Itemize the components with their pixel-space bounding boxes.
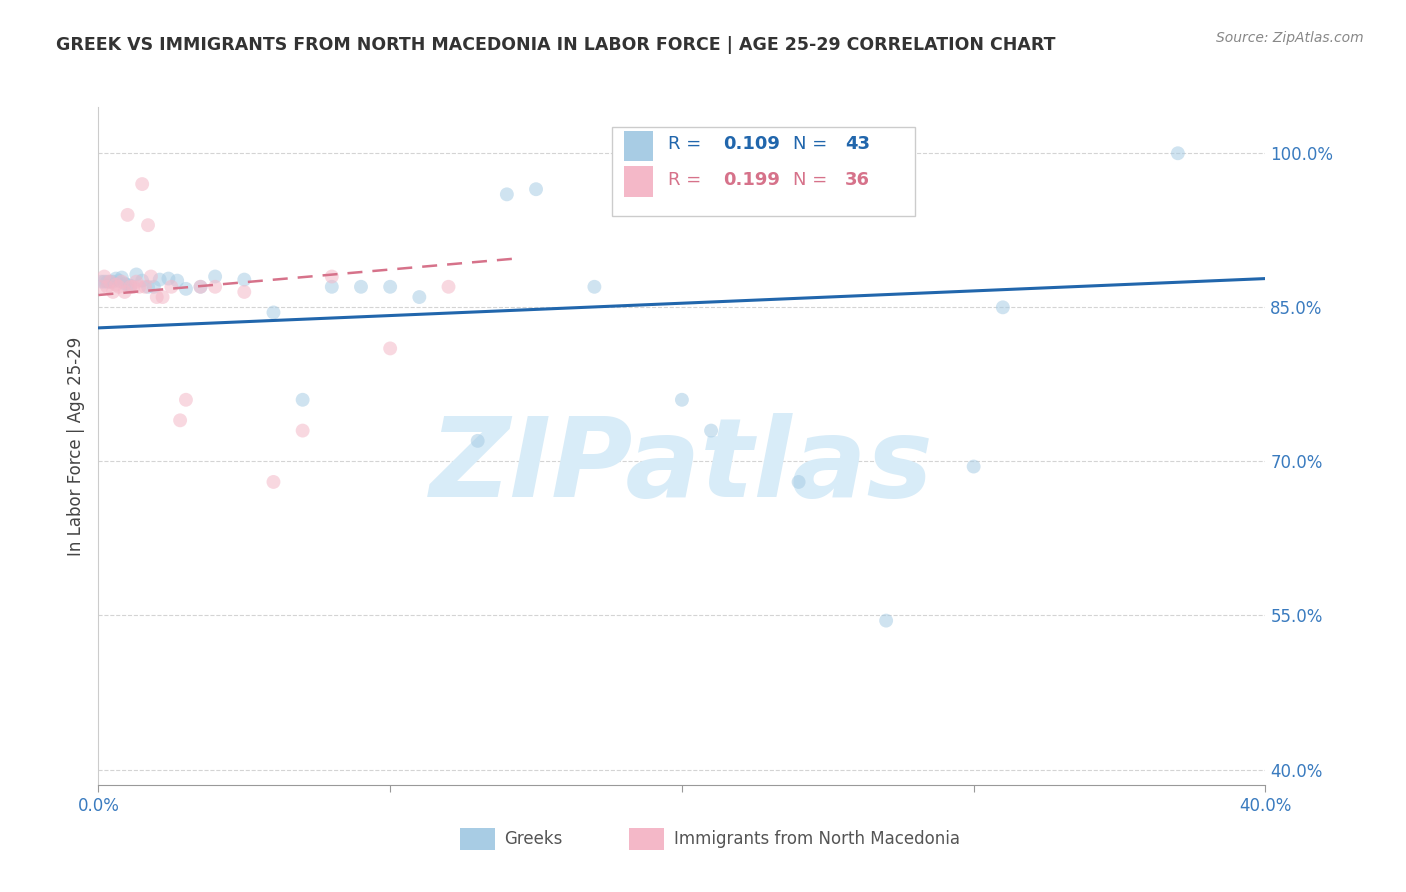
Bar (624, 131, 652, 161)
Point (190, 280, 212, 294)
Point (120, 278, 142, 293)
Text: 43: 43 (845, 136, 870, 153)
Point (98, 275, 121, 289)
Point (125, 275, 148, 289)
Point (111, 270, 134, 285)
Point (128, 280, 150, 294)
Bar (460, 829, 495, 850)
Point (174, 282, 197, 296)
Text: Greeks: Greeks (505, 830, 562, 848)
Bar (630, 829, 665, 850)
Point (114, 277, 136, 291)
Point (160, 280, 183, 294)
Point (700, 424, 723, 438)
Point (96, 275, 118, 289)
Point (962, 459, 984, 474)
Point (262, 305, 284, 319)
Point (136, 218, 159, 232)
Point (291, 392, 314, 407)
Point (321, 269, 343, 284)
Point (142, 280, 165, 294)
FancyBboxPatch shape (612, 128, 915, 216)
Point (149, 272, 172, 286)
Point (134, 280, 156, 294)
Point (131, 274, 153, 288)
Text: Immigrants from North Macedonia: Immigrants from North Macedonia (673, 830, 960, 848)
Point (291, 424, 314, 438)
Point (204, 269, 226, 284)
Point (125, 268, 148, 282)
Point (190, 280, 212, 294)
Point (380, 342, 402, 356)
Point (204, 280, 226, 294)
Point (157, 271, 180, 285)
Point (583, 280, 606, 294)
Point (101, 275, 124, 289)
Point (136, 280, 159, 294)
Point (233, 285, 256, 299)
Point (524, 182, 547, 196)
Point (114, 285, 136, 299)
Point (122, 280, 145, 294)
Text: 0.199: 0.199 (723, 170, 780, 188)
Point (101, 285, 124, 299)
Text: GREEK VS IMMIGRANTS FROM NORTH MACEDONIA IN LABOR FORCE | AGE 25-29 CORRELATION : GREEK VS IMMIGRANTS FROM NORTH MACEDONIA… (56, 36, 1056, 54)
Point (96, 280, 118, 294)
Point (93, 269, 115, 284)
Point (408, 290, 430, 304)
Point (262, 475, 284, 489)
Point (166, 274, 188, 288)
Point (437, 280, 460, 294)
Text: R =: R = (668, 170, 707, 188)
Point (139, 269, 162, 284)
Point (233, 272, 256, 286)
Point (131, 177, 153, 191)
Point (104, 271, 127, 285)
Point (350, 280, 373, 294)
Point (120, 280, 142, 294)
Point (117, 208, 139, 222)
Point (321, 280, 343, 294)
Point (169, 413, 191, 427)
Point (93, 275, 115, 289)
Text: 36: 36 (845, 170, 870, 188)
Point (98, 275, 121, 289)
Point (108, 280, 131, 294)
Point (496, 187, 519, 202)
Point (380, 280, 402, 294)
Point (174, 392, 197, 407)
Text: 0.109: 0.109 (723, 136, 780, 153)
Point (108, 274, 131, 288)
Y-axis label: In Labor Force | Age 25-29: In Labor Force | Age 25-29 (66, 336, 84, 556)
Bar (624, 166, 652, 196)
Point (146, 290, 169, 304)
Text: ZIPatlas: ZIPatlas (430, 413, 934, 520)
Point (787, 475, 810, 489)
Text: R =: R = (668, 136, 707, 153)
Text: Source: ZipAtlas.com: Source: ZipAtlas.com (1216, 31, 1364, 45)
Text: N =: N = (793, 170, 832, 188)
Point (111, 275, 134, 289)
Text: N =: N = (793, 136, 832, 153)
Point (90, 280, 112, 294)
Point (875, 614, 897, 628)
Point (117, 277, 139, 292)
Point (90, 275, 112, 289)
Point (467, 434, 489, 448)
Point (152, 290, 174, 304)
Point (671, 392, 693, 407)
Point (991, 301, 1014, 315)
Point (1167, 146, 1189, 161)
Point (104, 277, 127, 292)
